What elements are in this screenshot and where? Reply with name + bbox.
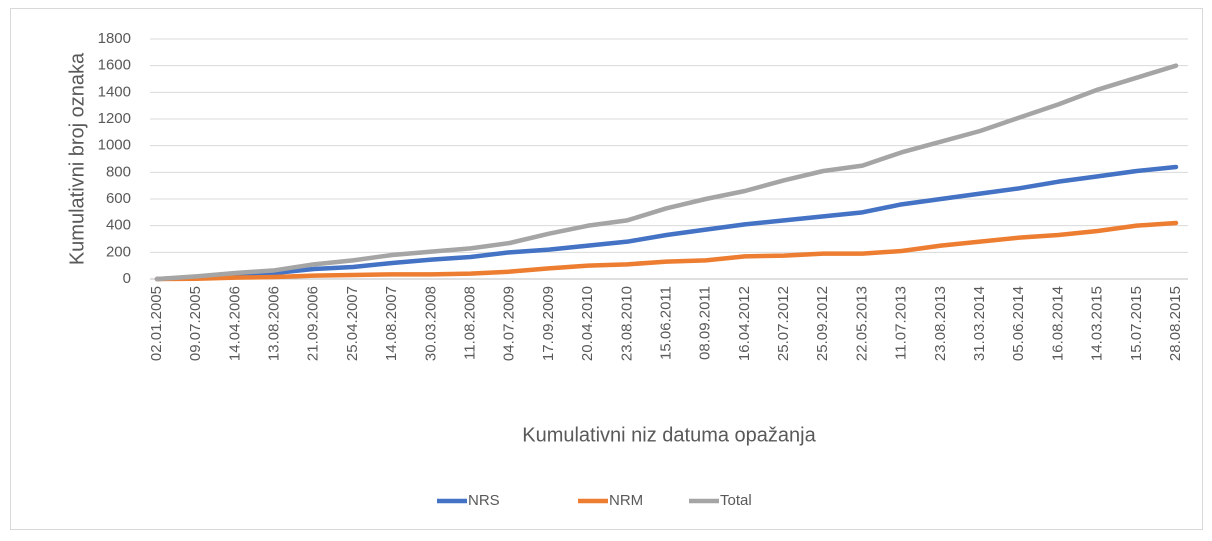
y-tick-label: 200	[106, 243, 131, 260]
x-tick-label: 15.07.2015	[1128, 286, 1145, 361]
x-tick-label: 20.04.2010	[579, 286, 596, 361]
line-series	[154, 164, 1179, 282]
chart-border	[10, 8, 1203, 530]
x-tick-label: 04.07.2009	[501, 286, 518, 361]
legend-label: NRM	[609, 492, 643, 509]
x-tick-label: 16.08.2014	[1049, 286, 1066, 361]
line-series	[154, 63, 1179, 282]
x-tick-label: 21.09.2006	[305, 286, 322, 361]
x-tick-label: 09.07.2005	[187, 286, 204, 361]
x-tick-label: 16.04.2012	[736, 286, 753, 361]
plot	[154, 63, 1179, 282]
x-tick-label: 14.03.2015	[1089, 286, 1106, 361]
y-tick-label: 1800	[98, 30, 131, 47]
x-tick-label: 30.03.2008	[422, 286, 439, 361]
legend: NRS NRM Total	[437, 492, 752, 509]
x-tick-label: 15.06.2011	[657, 286, 674, 360]
x-tick-label: 05.06.2014	[1010, 286, 1027, 361]
y-tick-label: 800	[106, 163, 131, 180]
y-tick-label: 400	[106, 217, 131, 234]
x-tick-label: 13.08.2006	[266, 286, 283, 361]
line-series	[154, 220, 1179, 282]
y-tick-label: 600	[106, 190, 131, 207]
x-tick-label: 14.04.2006	[226, 286, 243, 361]
y-tick-label: 1600	[98, 57, 131, 74]
x-tick-label: 11.07.2013	[893, 286, 910, 360]
y-tick-label: 1200	[98, 110, 131, 127]
x-axis-label: Kumulativni niz datuma opažanja	[522, 424, 816, 446]
legend-label: NRS	[468, 492, 500, 509]
x-tick-label: 11.08.2008	[462, 286, 479, 360]
x-tick-label: 22.05.2013	[853, 286, 870, 361]
x-tick-label: 14.08.2007	[383, 286, 400, 361]
legend-label: Total	[720, 492, 752, 509]
y-tick-label: 1400	[98, 83, 131, 100]
x-tick-label: 23.08.2010	[618, 286, 635, 361]
x-tick-label: 25.09.2012	[814, 286, 831, 361]
x-tick-label: 25.07.2012	[775, 286, 792, 361]
x-tick-label: 23.08.2013	[932, 286, 949, 361]
y-tick-label: 0	[123, 270, 131, 287]
x-tick-label: 17.09.2009	[540, 286, 557, 361]
grid: 0 200 400 600 800 1000 1200 1400 1600 1800 02.01.2…	[98, 30, 1188, 361]
x-tick-label: 28.08.2015	[1167, 286, 1184, 361]
x-tick-label: 02.01.2005	[148, 286, 165, 361]
x-tick-label: 25.04.2007	[344, 286, 361, 361]
x-tick-label: 08.09.2011	[697, 286, 714, 360]
y-tick-label: 1000	[98, 137, 131, 154]
x-tick-label: 31.03.2014	[971, 286, 988, 361]
y-axis-label: Kumulativni broj oznaka	[66, 52, 88, 265]
